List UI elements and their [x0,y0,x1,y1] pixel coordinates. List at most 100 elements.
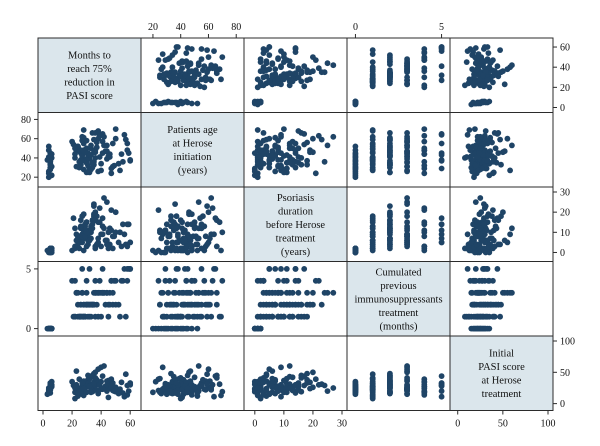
data-point [111,277,118,284]
data-point [205,209,212,216]
data-point [216,381,223,388]
data-point [301,266,308,272]
data-point [438,157,445,163]
data-point [369,51,376,57]
data-point [111,162,118,169]
data-point [218,247,224,254]
variable-label-immuno-line-2: immunosuppressants [354,294,442,305]
data-point [173,99,180,106]
diagonal-cell-age [141,112,244,187]
data-point [509,142,515,149]
data-point [179,325,186,332]
data-point [295,289,302,296]
data-point [99,150,106,157]
data-point [301,63,308,70]
data-point [101,133,107,140]
data-point [283,57,290,63]
data-point [281,301,287,308]
top-tick-label-immuno: 5 [439,22,444,33]
data-point [310,54,316,60]
bottom-tick-label-duration: 0 [252,419,257,430]
scatter-cell-pasi-vs-months [44,363,134,402]
data-point [307,147,313,154]
data-point [70,215,77,222]
data-point [286,385,293,391]
data-point [278,63,284,70]
right-tick-label-duration: 10 [560,228,570,239]
right-tick-label-months: 20 [560,83,570,94]
data-point [369,392,376,399]
data-point [490,170,496,177]
bottom-tick-label-duration: 20 [308,419,318,430]
data-point [404,227,410,234]
top-tick-label-age: 20 [148,22,158,33]
data-point [159,364,166,371]
data-point [504,135,511,142]
data-point [117,313,123,320]
data-point [330,62,337,69]
data-point [79,213,86,220]
data-point [292,140,299,147]
data-point [260,130,267,136]
data-point [104,199,110,206]
variable-label-age-line-3: (years) [178,166,208,177]
data-point [369,245,376,252]
data-point [105,153,112,159]
data-point [469,289,476,296]
data-point [387,229,393,236]
data-point [490,313,496,320]
data-point [263,73,270,80]
data-point [80,147,87,154]
data-point [421,379,428,386]
data-point [318,69,325,76]
data-point [257,99,264,106]
data-point [278,131,284,138]
data-point [490,237,497,244]
data-point [184,266,191,272]
data-point [387,203,393,210]
data-point [188,392,195,398]
data-point [104,241,110,248]
data-point [125,150,132,157]
variable-label-duration-line-2: before Herose [266,220,326,231]
scatter-cell-age-vs-months [44,126,134,181]
data-point [330,289,337,296]
data-point [263,301,270,308]
data-point [72,313,78,320]
data-point [369,136,376,143]
diagonal-cell-months [38,38,141,113]
data-point [99,373,106,379]
data-point [275,277,281,284]
data-point [387,152,393,158]
data-point [387,225,393,232]
top-tick-label-age: 40 [176,22,186,33]
data-point [112,301,119,308]
diagonal-cell-pasi [450,336,553,411]
data-point [490,158,496,165]
data-point [184,63,191,70]
data-point [83,229,90,236]
data-point [421,151,428,158]
data-point [295,386,302,393]
data-point [108,383,115,390]
data-point [201,277,208,284]
data-point [85,313,91,320]
data-point [195,235,202,242]
data-point [369,145,376,152]
variable-label-pasi-line-1: PASI score [478,362,525,373]
data-point [286,145,293,152]
data-point [278,48,284,54]
data-point [72,277,78,284]
data-point [205,54,212,60]
data-point [187,378,194,384]
data-point [318,381,325,388]
data-point [307,385,313,392]
data-point [112,209,119,216]
data-point [86,301,93,308]
data-point [494,266,501,272]
data-point [307,301,313,308]
data-point [301,131,308,137]
bottom-tick-label-months: 0 [41,419,46,430]
data-point [172,289,179,296]
data-point [278,266,284,272]
